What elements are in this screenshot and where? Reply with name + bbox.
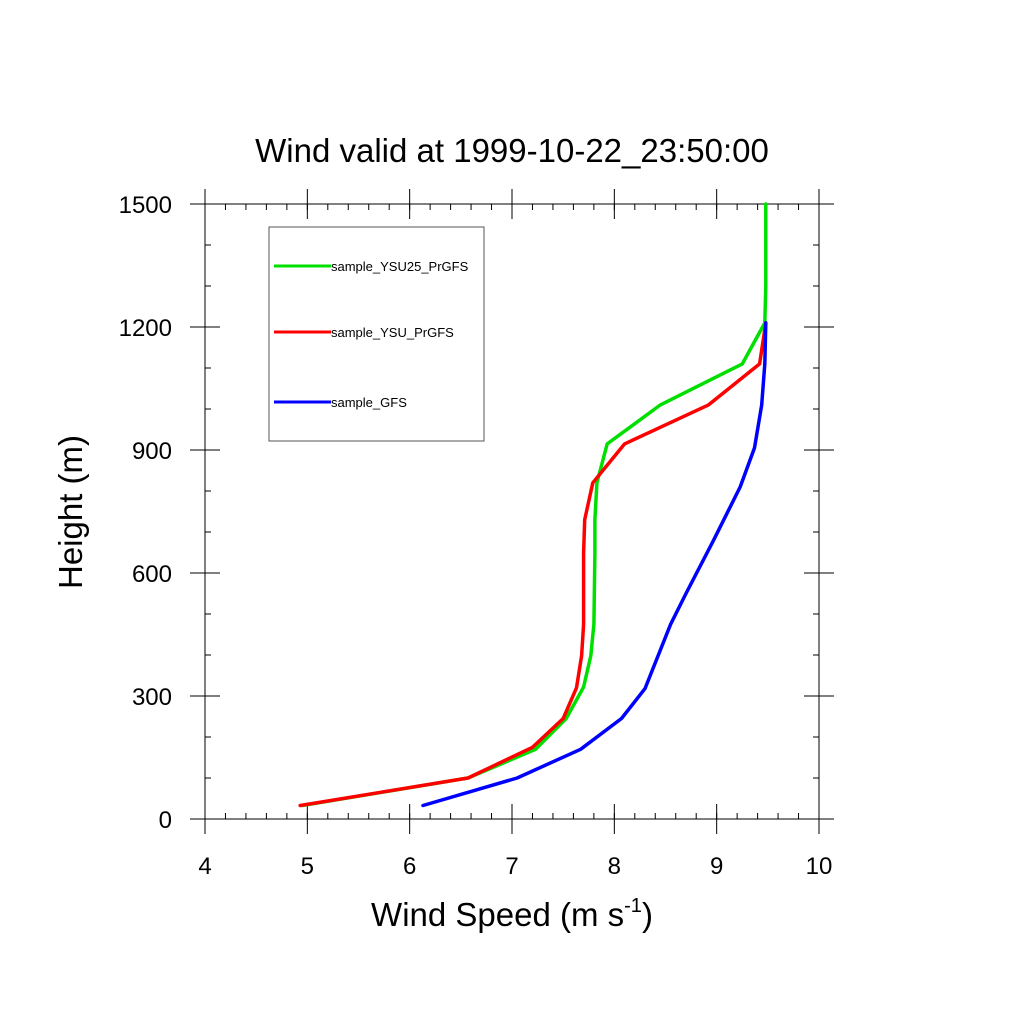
legend-label: sample_GFS	[331, 395, 407, 410]
x-axis-title-close: )	[642, 896, 653, 933]
x-axis-title: Wind Speed (m s-1)	[371, 895, 653, 933]
x-axis-title-main: Wind Speed (m s	[371, 896, 624, 933]
y-axis-title: Height (m)	[52, 435, 89, 589]
x-tick-label: 9	[710, 853, 723, 880]
y-tick-label: 900	[132, 438, 172, 465]
x-tick-label: 4	[198, 853, 211, 880]
legend-label: sample_YSU_PrGFS	[331, 325, 454, 340]
x-axis-title-superscript: -1	[624, 895, 642, 917]
legend: sample_YSU25_PrGFS sample_YSU_PrGFSsample…	[268, 226, 485, 442]
x-tick-label: 10	[806, 853, 833, 880]
x-tick-label: 5	[301, 853, 314, 880]
series-line-sample_YSU25_PrGFS	[300, 202, 768, 808]
y-tick-label: 1500	[119, 192, 172, 219]
chart-title: Wind valid at 1999-10-22_23:50:00	[255, 132, 769, 169]
series-line-sample_YSU_PrGFS	[298, 321, 768, 808]
x-tick-label: 6	[403, 853, 416, 880]
y-tick-label: 600	[132, 561, 172, 588]
y-tick-label: 0	[159, 807, 172, 834]
x-tick-label: 7	[505, 853, 518, 880]
y-tick-label: 300	[132, 684, 172, 711]
legend-label: sample_YSU25_PrGFS	[331, 259, 469, 274]
series-group	[298, 202, 768, 808]
x-tick-label: 8	[608, 853, 621, 880]
series-line-sample_GFS	[421, 321, 768, 808]
y-tick-label: 1200	[119, 315, 172, 342]
legend-box	[268, 226, 485, 442]
axes-group: 4 5 6 7 8 9 10 0 300 600 900 1200 1500	[119, 189, 834, 880]
